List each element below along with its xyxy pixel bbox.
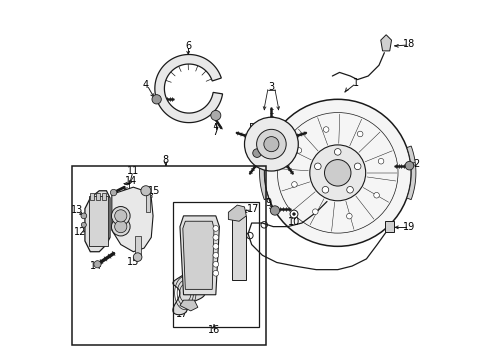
Text: 5: 5	[248, 123, 254, 133]
Circle shape	[81, 213, 86, 219]
Text: 10: 10	[287, 217, 300, 227]
Bar	[96, 193, 100, 200]
Polygon shape	[385, 221, 393, 232]
Circle shape	[309, 145, 365, 201]
Bar	[89, 193, 94, 200]
Text: 9: 9	[265, 198, 271, 208]
Polygon shape	[155, 54, 222, 123]
Text: 12: 12	[74, 227, 86, 237]
Text: 2: 2	[412, 159, 418, 169]
Text: 16: 16	[207, 325, 220, 335]
Circle shape	[264, 99, 410, 246]
Circle shape	[256, 129, 285, 159]
Circle shape	[210, 111, 221, 121]
Circle shape	[270, 206, 279, 215]
Text: 17: 17	[247, 204, 259, 215]
Text: 15: 15	[127, 257, 139, 267]
Circle shape	[296, 148, 301, 153]
Polygon shape	[180, 300, 198, 311]
Text: 1: 1	[352, 78, 358, 88]
Text: 8: 8	[162, 155, 168, 165]
Text: 3: 3	[268, 82, 274, 92]
Text: 14: 14	[125, 176, 138, 186]
Bar	[88, 196, 108, 246]
Text: 19: 19	[403, 222, 415, 232]
Polygon shape	[183, 221, 214, 289]
Text: 11: 11	[127, 166, 139, 176]
Bar	[145, 193, 150, 212]
Bar	[172, 202, 258, 327]
Text: 14: 14	[89, 261, 102, 271]
Circle shape	[314, 163, 321, 170]
Circle shape	[115, 221, 126, 233]
Circle shape	[405, 161, 413, 170]
Circle shape	[81, 222, 86, 227]
Circle shape	[212, 243, 218, 249]
Text: 17: 17	[175, 309, 187, 319]
Polygon shape	[228, 205, 246, 221]
Polygon shape	[380, 35, 391, 51]
Text: 4: 4	[142, 80, 149, 90]
Polygon shape	[259, 146, 268, 200]
Circle shape	[312, 209, 318, 215]
Polygon shape	[231, 216, 246, 280]
Circle shape	[292, 213, 295, 216]
Polygon shape	[112, 187, 153, 252]
Circle shape	[346, 213, 351, 219]
Text: 7: 7	[212, 127, 219, 136]
Circle shape	[212, 252, 218, 258]
Polygon shape	[173, 271, 204, 315]
Circle shape	[334, 149, 340, 155]
Circle shape	[94, 261, 101, 268]
Bar	[102, 193, 106, 200]
Text: 18: 18	[403, 39, 415, 49]
Text: 13: 13	[70, 206, 82, 216]
Polygon shape	[406, 146, 415, 200]
Polygon shape	[85, 191, 110, 252]
Circle shape	[111, 217, 130, 236]
Circle shape	[212, 261, 218, 267]
Circle shape	[323, 127, 328, 132]
Circle shape	[357, 131, 362, 137]
Circle shape	[373, 193, 379, 198]
Circle shape	[111, 207, 130, 225]
Circle shape	[378, 158, 383, 164]
Bar	[135, 235, 140, 257]
Circle shape	[110, 189, 117, 196]
Circle shape	[244, 117, 298, 171]
Polygon shape	[180, 216, 219, 295]
Text: 6: 6	[185, 41, 191, 50]
Text: 15: 15	[148, 186, 160, 197]
Circle shape	[291, 182, 297, 187]
Circle shape	[346, 186, 353, 193]
Circle shape	[289, 210, 297, 218]
Circle shape	[152, 95, 161, 104]
Circle shape	[322, 186, 328, 193]
Circle shape	[212, 226, 218, 231]
Circle shape	[252, 149, 261, 157]
Circle shape	[115, 210, 126, 222]
Circle shape	[133, 253, 142, 261]
Circle shape	[212, 270, 218, 276]
Circle shape	[212, 234, 218, 240]
Circle shape	[354, 163, 360, 170]
Bar	[72, 166, 265, 345]
Circle shape	[264, 136, 278, 152]
Circle shape	[141, 186, 151, 196]
Circle shape	[324, 159, 350, 186]
